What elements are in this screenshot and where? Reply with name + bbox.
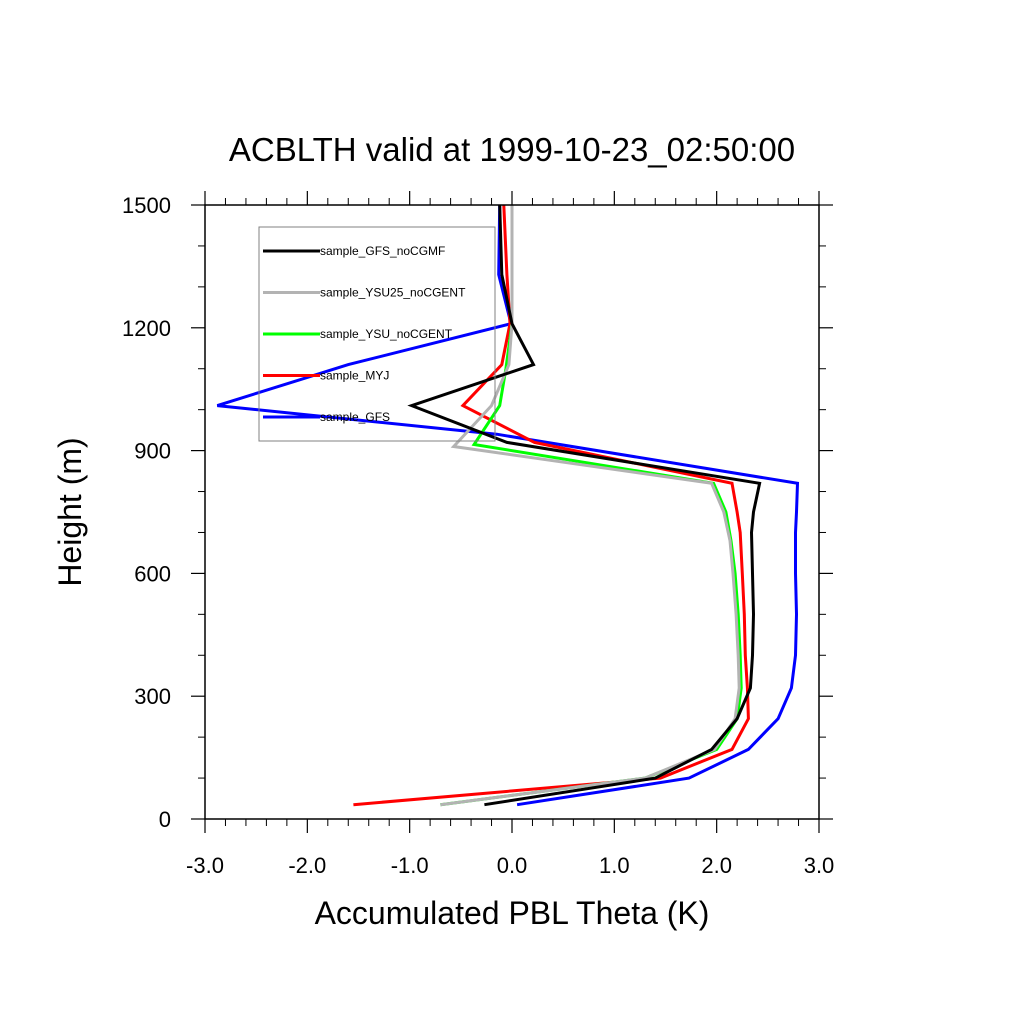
x-tick-label: -2.0: [288, 853, 326, 878]
y-tick-label: 900: [134, 439, 171, 464]
x-tick-label: 0.0: [497, 853, 528, 878]
series-line-sample_MYJ: [353, 204, 750, 807]
series-line-sample_GFS_noCGMF: [407, 204, 762, 807]
x-tick-label: -1.0: [391, 853, 429, 878]
legend-label-sample_YSU25_noCGENT: sample_YSU25_noCGENT: [320, 286, 466, 300]
series-line-sample_YSU25_noCGENT: [440, 205, 741, 807]
y-tick-label: 0: [159, 807, 171, 832]
legend-label-sample_GFS: sample_GFS: [320, 410, 390, 424]
series-line-sample_YSU_noCGENT: [440, 205, 743, 807]
x-tick-label: 3.0: [804, 853, 835, 878]
legend: sample_GFS_noCGMF sample_YSU25_noCGENTsam…: [258, 226, 496, 442]
y-tick-label: 1200: [122, 316, 171, 341]
y-tick-label: 600: [134, 561, 171, 586]
x-tick-label: 1.0: [599, 853, 630, 878]
series-line-sample_GFS: [216, 204, 800, 807]
chart-title: ACBLTH valid at 1999-10-23_02:50:00: [229, 131, 795, 168]
axes: -3.0 -2.0 -1.0 0.0 1.0 2.0 3.0 0 300 600 900 1200 15…: [122, 191, 834, 878]
y-axis-label: Height (m): [52, 437, 88, 586]
y-tick-label: 300: [134, 684, 171, 709]
legend-label-sample_GFS_noCGMF: sample_GFS_noCGMF: [320, 244, 445, 258]
x-tick-label: -3.0: [186, 853, 224, 878]
legend-label-sample_MYJ: sample_MYJ: [320, 369, 389, 383]
y-tick-label: 1500: [122, 193, 171, 218]
series-layer: [216, 204, 800, 807]
x-axis-label: Accumulated PBL Theta (K): [315, 895, 710, 931]
x-tick-label: 2.0: [701, 853, 732, 878]
legend-label-sample_YSU_noCGENT: sample_YSU_noCGENT: [320, 327, 453, 341]
legend-box: [258, 226, 496, 442]
